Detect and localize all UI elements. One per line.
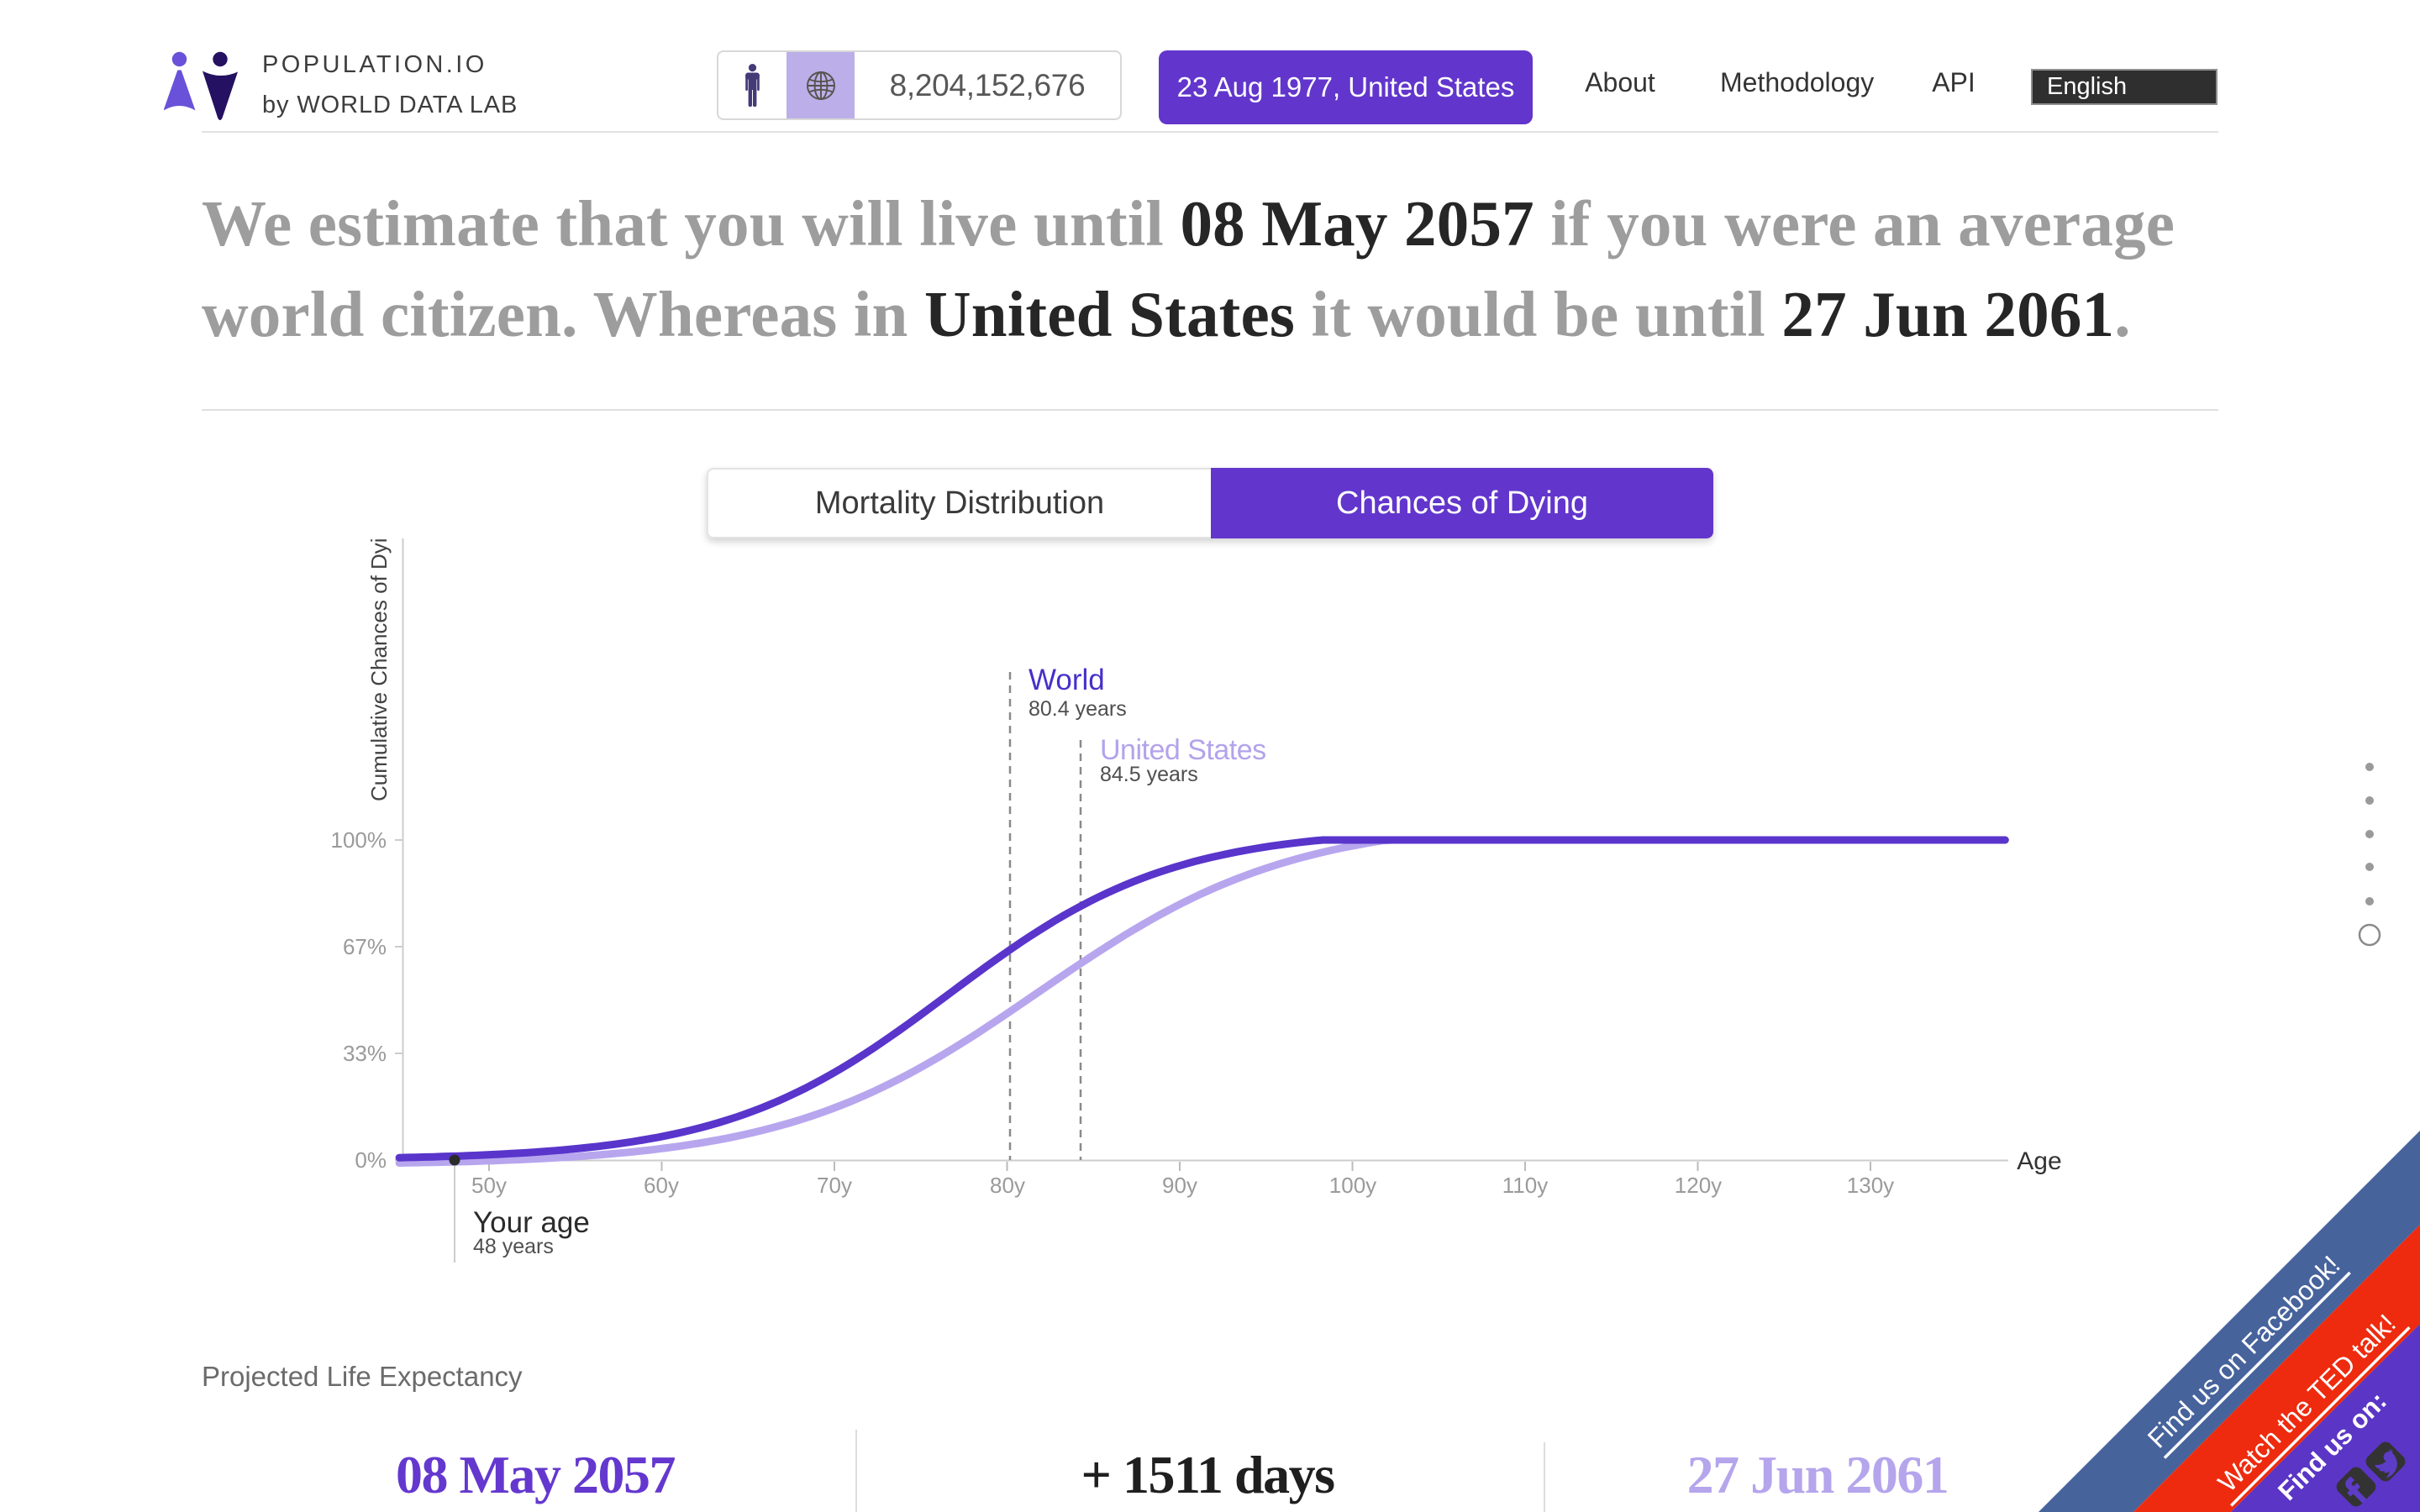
svg-text:120y: 120y	[1675, 1173, 1722, 1198]
svg-text:Cumulative Chances of Dyi: Cumulative Chances of Dyi	[366, 538, 392, 801]
svg-text:Your age: Your age	[473, 1206, 590, 1239]
svg-text:48 years: 48 years	[473, 1235, 554, 1258]
svg-text:United States: United States	[1100, 734, 1266, 766]
svg-text:60y: 60y	[644, 1173, 679, 1198]
svg-text:50y: 50y	[471, 1173, 507, 1198]
svg-text:67%: 67%	[343, 934, 387, 959]
svg-text:100%: 100%	[331, 827, 387, 853]
svg-text:84.5 years: 84.5 years	[1100, 763, 1198, 786]
svg-text:80y: 80y	[990, 1173, 1025, 1198]
svg-text:70y: 70y	[817, 1173, 852, 1198]
svg-text:33%: 33%	[343, 1041, 387, 1066]
svg-text:110y: 110y	[1502, 1173, 1548, 1198]
svg-text:90y: 90y	[1162, 1173, 1197, 1198]
svg-text:130y: 130y	[1847, 1173, 1894, 1198]
svg-text:80.4 years: 80.4 years	[1028, 697, 1127, 721]
svg-text:0%: 0%	[355, 1147, 387, 1173]
svg-text:World: World	[1028, 664, 1105, 696]
svg-text:Age: Age	[2017, 1147, 2061, 1175]
svg-text:100y: 100y	[1329, 1173, 1376, 1198]
